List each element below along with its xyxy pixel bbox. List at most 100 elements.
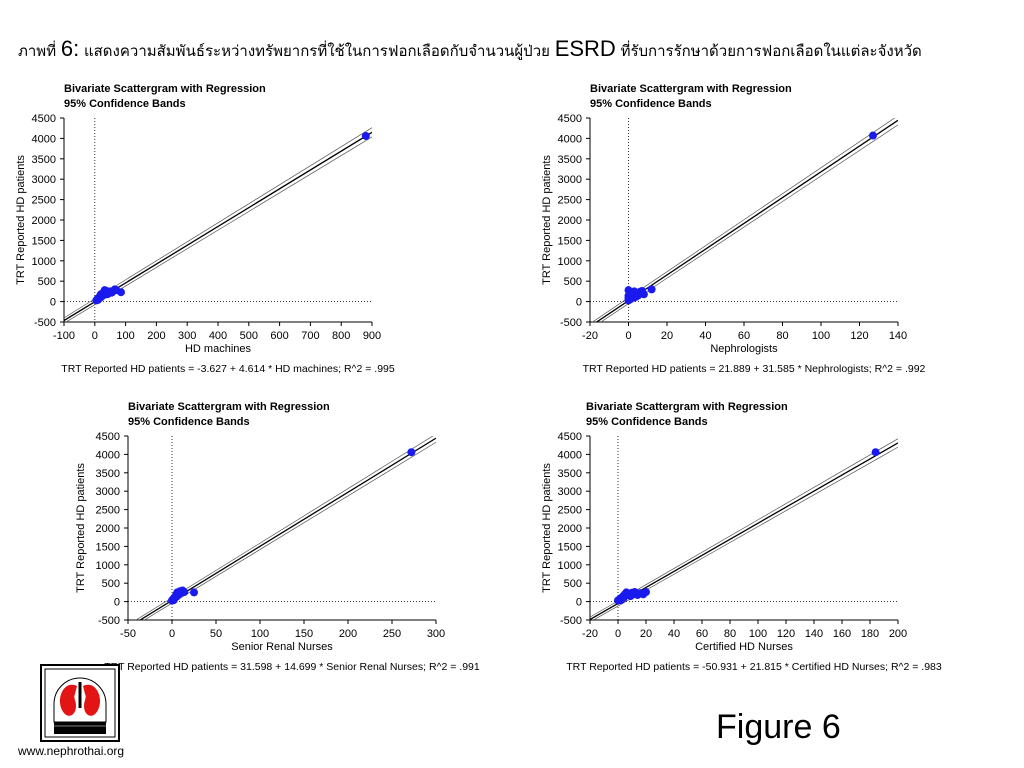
page-title: ภาพที่ 6: แสดงความสัมพันธ์ระหว่างทรัพยาก… (18, 36, 1018, 63)
chart-title-line2: 95% Confidence Bands (128, 416, 250, 428)
y-tick-label: 4000 (32, 133, 56, 145)
chart-nephrologists: Bivariate Scattergram with Regression 95%… (526, 80, 996, 380)
y-axis-label: TRT Reported HD patients (15, 155, 27, 285)
x-tick-label: 200 (147, 330, 165, 342)
chart-certified-hd-nurses: Bivariate Scattergram with Regression 95%… (526, 398, 1006, 698)
x-tick-label: 80 (724, 628, 736, 640)
x-tick-label: 0 (625, 330, 631, 342)
y-tick-label: 0 (114, 597, 120, 609)
chart-title-line1: Bivariate Scattergram with Regression (64, 83, 266, 95)
x-tick-label: 0 (92, 330, 98, 342)
x-tick-label: 100 (749, 628, 767, 640)
y-tick-label: 1500 (96, 541, 120, 553)
x-tick-label: 800 (332, 330, 350, 342)
data-point (871, 448, 880, 457)
x-tick-label: 300 (178, 330, 196, 342)
x-tick-label: -20 (582, 330, 598, 342)
plot-area: -500050010001500200025003000350040004500… (32, 113, 382, 342)
y-tick-label: 4500 (558, 113, 582, 125)
y-tick-label: 2500 (558, 195, 582, 207)
x-tick-label: 400 (209, 330, 227, 342)
kidney-logo-icon (40, 664, 120, 742)
data-point (116, 288, 125, 297)
x-tick-label: 150 (295, 628, 313, 640)
x-axis-label: HD machines (185, 343, 252, 355)
x-tick-label: 50 (210, 628, 222, 640)
x-tick-label: 500 (240, 330, 258, 342)
data-point (98, 291, 107, 300)
confidence-band-upper (590, 438, 898, 618)
x-tick-label: 120 (777, 628, 795, 640)
chart-title-line1: Bivariate Scattergram with Regression (586, 401, 788, 413)
y-tick-label: 0 (50, 297, 56, 309)
y-tick-label: 3500 (96, 468, 120, 480)
x-tick-label: 100 (116, 330, 134, 342)
y-tick-label: -500 (560, 317, 582, 329)
y-axis-label: TRT Reported HD patients (541, 155, 553, 285)
x-tick-label: 200 (889, 628, 907, 640)
y-tick-label: 3000 (32, 174, 56, 186)
regression-equation: TRT Reported HD patients = -3.627 + 4.61… (61, 363, 395, 375)
y-tick-label: -500 (34, 317, 56, 329)
x-tick-label: 100 (251, 628, 269, 640)
figure-label: Figure 6 (716, 708, 841, 746)
y-tick-label: 4000 (558, 449, 582, 461)
x-tick-label: 140 (889, 330, 907, 342)
title-number: 6: (60, 36, 80, 61)
regression-equation: TRT Reported HD patients = 31.598 + 14.6… (104, 661, 480, 673)
x-axis-label: Nephrologists (710, 343, 778, 355)
scattergram-hd-machines: Bivariate Scattergram with Regression 95%… (15, 83, 395, 375)
x-axis-label: Senior Renal Nurses (231, 641, 333, 653)
y-tick-label: 4500 (32, 113, 56, 125)
x-tick-label: 700 (301, 330, 319, 342)
data-point (632, 292, 641, 301)
chart-title-line2: 95% Confidence Bands (64, 98, 186, 110)
data-point (868, 131, 877, 140)
x-tick-label: 100 (812, 330, 830, 342)
data-point (180, 588, 189, 597)
y-tick-label: 2500 (32, 195, 56, 207)
data-points (614, 448, 880, 605)
x-tick-label: 40 (699, 330, 711, 342)
x-tick-label: 200 (339, 628, 357, 640)
scattergram-nephrologists: Bivariate Scattergram with Regression 95%… (541, 83, 926, 375)
y-tick-label: 3500 (558, 154, 582, 166)
x-tick-label: 600 (270, 330, 288, 342)
regression-equation: TRT Reported HD patients = 21.889 + 31.5… (583, 363, 926, 375)
y-tick-label: 4000 (558, 133, 582, 145)
y-tick-label: 500 (102, 578, 120, 590)
title-middle: แสดงความสัมพันธ์ระหว่างทรัพยากรที่ใช้ในก… (79, 42, 555, 60)
x-tick-label: 60 (738, 330, 750, 342)
y-tick-label: 1000 (558, 256, 582, 268)
data-point (190, 588, 198, 597)
y-tick-label: 1500 (558, 541, 582, 553)
x-axis-label: Certified HD Nurses (695, 641, 793, 653)
y-tick-label: 3500 (558, 468, 582, 480)
x-tick-label: -20 (582, 628, 598, 640)
data-point (407, 448, 416, 457)
plot-area: -500050010001500200025003000350040004500… (558, 113, 908, 342)
chart-title-line1: Bivariate Scattergram with Regression (128, 401, 330, 413)
y-tick-label: 0 (576, 297, 582, 309)
y-tick-label: 4500 (558, 431, 582, 443)
y-tick-label: 4000 (96, 449, 120, 461)
plot-area: -500050010001500200025003000350040004500… (558, 431, 908, 640)
x-tick-label: 180 (861, 628, 879, 640)
chart-title-line2: 95% Confidence Bands (586, 416, 708, 428)
x-tick-label: 120 (850, 330, 868, 342)
x-tick-label: 40 (668, 628, 680, 640)
x-tick-label: 60 (696, 628, 708, 640)
data-point (647, 285, 656, 294)
y-tick-label: -500 (560, 615, 582, 627)
y-tick-label: 3500 (32, 154, 56, 166)
y-tick-label: 0 (576, 597, 582, 609)
y-tick-label: 1500 (32, 235, 56, 247)
data-points (168, 448, 416, 605)
scattergram-certified-hd-nurses: Bivariate Scattergram with Regression 95%… (541, 401, 942, 673)
x-tick-label: -100 (53, 330, 75, 342)
data-point (361, 131, 370, 140)
website-url: www.nephrothai.org (18, 744, 125, 758)
y-tick-label: 1000 (558, 560, 582, 572)
x-tick-label: -50 (120, 628, 136, 640)
x-tick-label: 250 (383, 628, 401, 640)
